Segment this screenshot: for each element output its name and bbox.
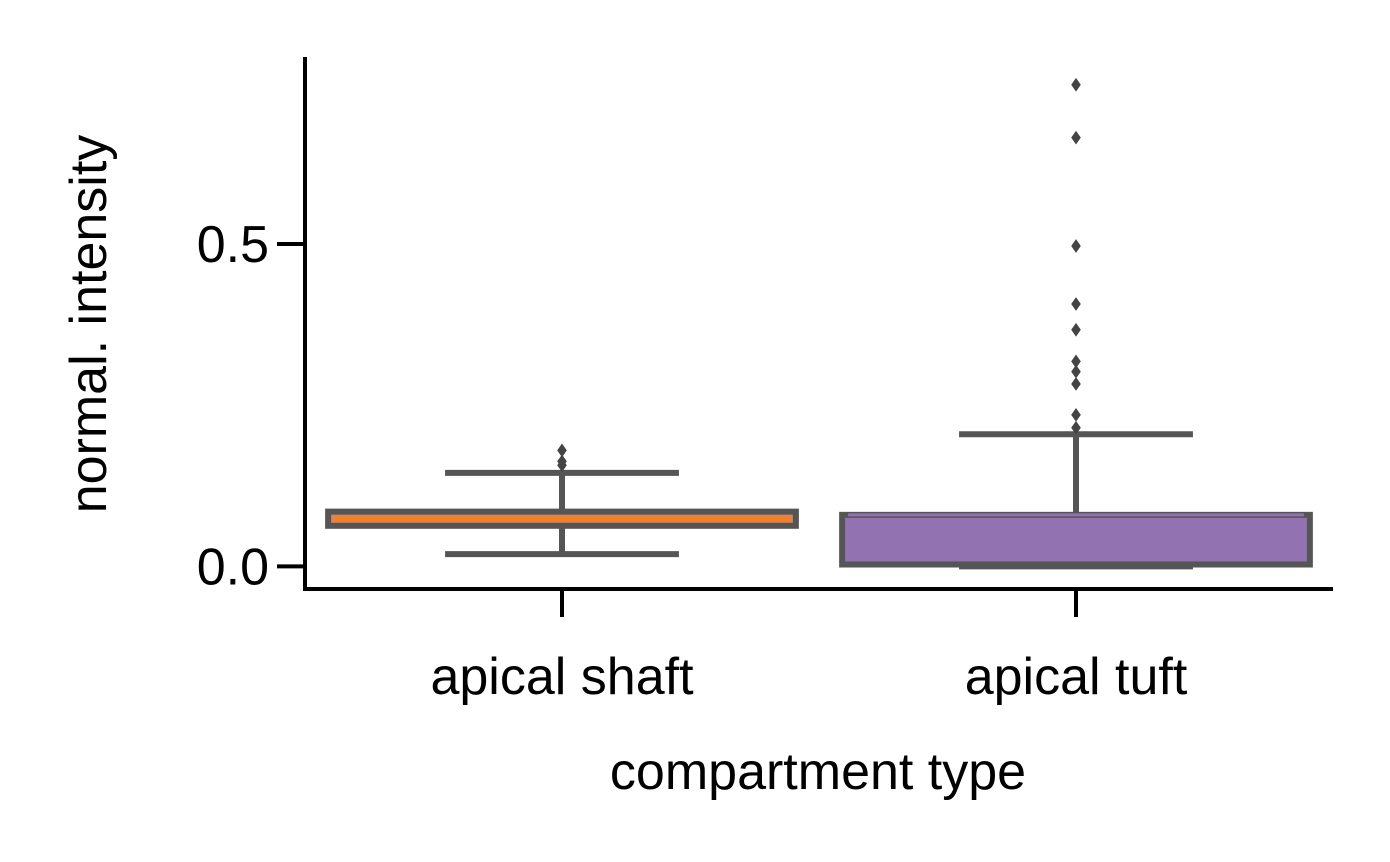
outlier-point [1071, 408, 1081, 422]
outlier-point [1071, 420, 1081, 435]
outlier-point [1071, 239, 1081, 253]
box-group [325, 443, 799, 558]
outlier-point [557, 443, 567, 458]
box [839, 511, 1313, 568]
outlier-point [1071, 364, 1081, 379]
y-axis-label: normal. intensity [60, 135, 118, 514]
outlier-point [1071, 77, 1081, 92]
y-axis-ticks: 0.0 0.5 [197, 216, 305, 596]
x-axis-label: compartment type [610, 743, 1026, 801]
x-tick-label: apical tuft [965, 648, 1188, 706]
x-axis-ticks: apical shaft apical tuft [430, 589, 1188, 706]
outlier-point [1071, 130, 1081, 145]
outlier-point [1071, 322, 1081, 337]
outlier-point [557, 454, 567, 469]
boxes [325, 77, 1313, 570]
y-tick-label: 0.0 [197, 538, 269, 596]
x-tick-label: apical shaft [430, 648, 694, 706]
outlier-point [1071, 354, 1081, 369]
outlier-point [1071, 377, 1081, 391]
box-group [839, 77, 1313, 570]
outlier-point [1071, 297, 1081, 311]
y-tick-label: 0.5 [197, 216, 269, 274]
